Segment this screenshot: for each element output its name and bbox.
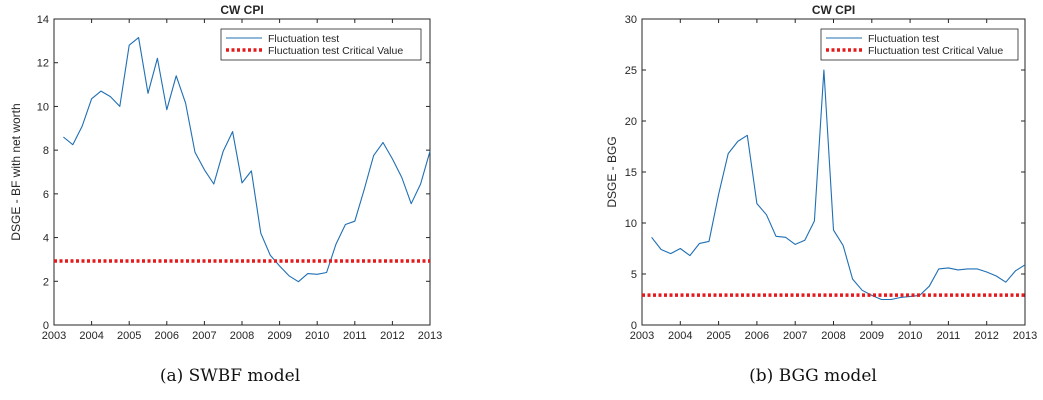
x-tick-label: 2007 <box>783 330 807 342</box>
legend-box <box>820 28 1019 61</box>
x-tick-label: 2011 <box>937 330 961 342</box>
x-tick-label: 2003 <box>42 330 66 342</box>
x-tick-label: 2006 <box>745 330 769 342</box>
y-tick-label: 0 <box>631 320 637 332</box>
plot-frame <box>641 18 1026 326</box>
x-tick-label: 2012 <box>380 330 404 342</box>
x-tick-label: 2006 <box>155 330 179 342</box>
x-tick-label: 2003 <box>630 330 654 342</box>
x-tick-label: 2010 <box>898 330 922 342</box>
x-tick-label: 2013 <box>1013 330 1037 342</box>
y-tick-label: 6 <box>43 189 49 201</box>
plot-frame <box>53 18 431 326</box>
x-tick-label: 2005 <box>117 330 141 342</box>
x-tick-label: 2012 <box>974 330 998 342</box>
legend-label: Fluctuation test <box>868 33 939 45</box>
y-tick-label: 10 <box>37 101 49 113</box>
x-tick-label: 2009 <box>860 330 884 342</box>
x-tick-label: 2013 <box>418 330 442 342</box>
legend-label: Fluctuation test Critical Value <box>868 45 1003 57</box>
y-axis-label: DSGE - BGG <box>605 136 619 207</box>
x-tick-label: 2010 <box>305 330 329 342</box>
y-tick-label: 4 <box>43 233 49 245</box>
y-tick-label: 12 <box>37 58 49 70</box>
x-tick-label: 2008 <box>821 330 845 342</box>
legend-box <box>220 28 422 61</box>
chart-title: CW CPI <box>220 3 263 17</box>
caption-swbf-model: (a) SWBF model <box>159 366 301 386</box>
y-tick-label: 0 <box>43 320 49 332</box>
x-tick-label: 2004 <box>668 330 692 342</box>
legend-label: Fluctuation test <box>268 33 339 45</box>
y-tick-label: 30 <box>625 14 637 26</box>
x-tick-label: 2008 <box>230 330 254 342</box>
y-tick-label: 25 <box>625 65 637 77</box>
caption-bgg-model: (b) BGG model <box>749 366 877 386</box>
x-tick-label: 2004 <box>79 330 103 342</box>
y-tick-label: 2 <box>43 276 49 288</box>
y-tick-label: 15 <box>625 167 637 179</box>
legend-label: Fluctuation test Critical Value <box>268 45 403 57</box>
y-tick-label: 8 <box>43 145 49 157</box>
y-axis-label: DSGE - BF with net worth <box>9 103 23 240</box>
x-tick-label: 2011 <box>343 330 367 342</box>
x-tick-label: 2009 <box>267 330 291 342</box>
chart-title: CW CPI <box>812 3 855 17</box>
y-tick-label: 5 <box>631 269 637 281</box>
y-tick-label: 14 <box>37 14 49 26</box>
x-tick-label: 2007 <box>192 330 216 342</box>
series-line-fluctuation-test <box>651 69 1026 301</box>
x-tick-label: 2005 <box>706 330 730 342</box>
y-tick-label: 10 <box>625 218 637 230</box>
series-line-fluctuation-test <box>63 37 431 283</box>
y-tick-label: 20 <box>625 116 637 128</box>
